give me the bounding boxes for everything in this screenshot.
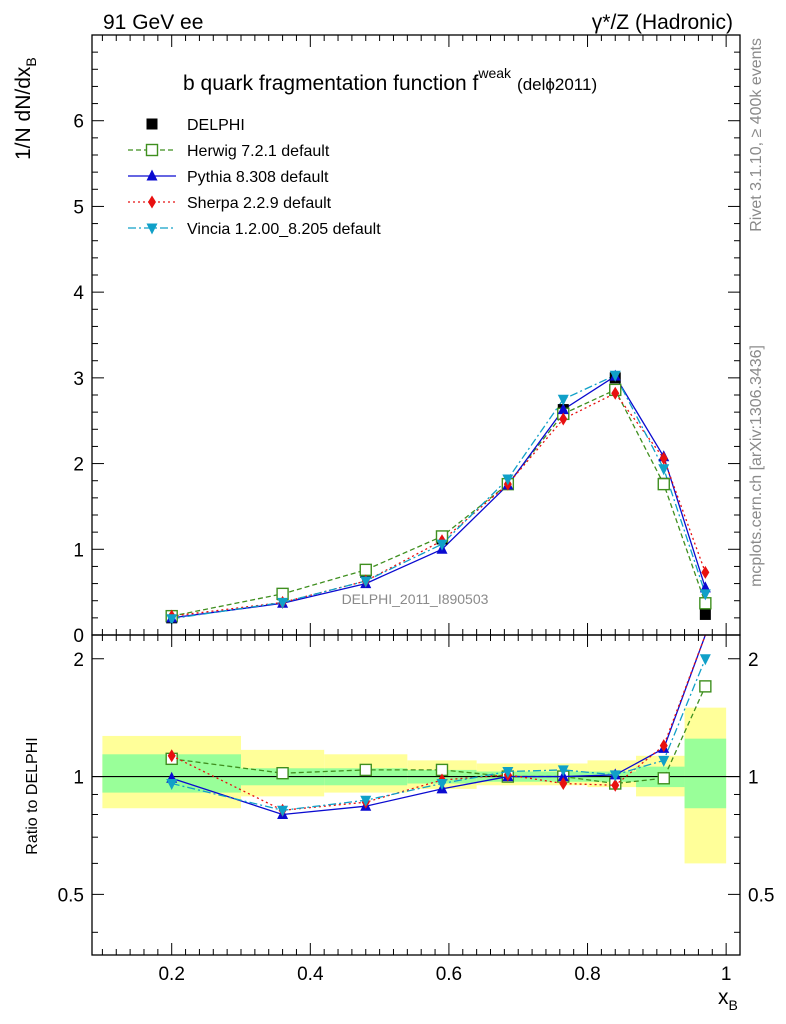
ratio-point-vincia-1-2-00-8-205-default xyxy=(699,654,711,666)
series-line-sherpa-2-2-9-default xyxy=(171,392,706,617)
y-tick-label-ratio-right: 2 xyxy=(748,650,759,671)
series-point-pythia-8-308-default xyxy=(557,403,569,415)
analysis-watermark: DELPHI_2011_I890503 xyxy=(342,591,489,607)
y-tick-label-main: 1 xyxy=(73,540,84,561)
chart-title-superscript: weak xyxy=(477,65,512,81)
data-point-delphi xyxy=(699,608,711,620)
ratio-point-vincia-1-2-00-8-205-default xyxy=(557,765,569,777)
legend-label-sherpa-2-2-9-default: Sherpa 2.2.9 default xyxy=(187,195,332,212)
x-axis-label: xB xyxy=(718,986,738,1013)
header-right-label: γ*/Z (Hadronic) xyxy=(592,11,733,34)
ratio-point-herwig-7-2-1-default xyxy=(699,680,712,693)
legend-marker-pythia-8-308-default xyxy=(146,169,158,181)
series-point-vincia-1-2-00-8-205-default xyxy=(502,474,514,486)
series-point-sherpa-2-2-9-default xyxy=(611,386,620,400)
ratio-point-sherpa-2-2-9-default xyxy=(659,739,668,753)
ratio-point-vincia-1-2-00-8-205-default xyxy=(166,779,178,791)
legend-marker-sherpa-2-2-9-default xyxy=(148,195,156,209)
legend-label-delphi: DELPHI xyxy=(187,117,245,134)
chart-title: b quark fragmentation function fweak (del… xyxy=(183,65,597,95)
series-point-herwig-7-2-1-default xyxy=(359,563,372,577)
series-point-sherpa-2-2-9-default xyxy=(659,451,668,465)
series-line-pythia-8-308-default xyxy=(171,375,706,619)
legend-label-pythia-8-308-default: Pythia 8.308 default xyxy=(187,169,329,186)
main-y-axis-label-subscript: B xyxy=(23,57,39,66)
ratio-point-sherpa-2-2-9-default xyxy=(611,778,620,792)
x-tick-label: 1 xyxy=(721,964,732,985)
series-point-herwig-7-2-1-default xyxy=(657,477,670,491)
ratio-band-group xyxy=(92,707,740,864)
ratio-point-sherpa-2-2-9-default xyxy=(559,777,568,791)
series-point-vincia-1-2-00-8-205-default xyxy=(609,370,621,382)
legend-label-herwig-7-2-1-default: Herwig 7.2.1 default xyxy=(187,143,330,160)
y-tick-label-ratio: 1 xyxy=(73,768,84,789)
rivet-version-text: Rivet 3.1.10, ≥ 400k events xyxy=(748,38,765,232)
series-point-vincia-1-2-00-8-205-default xyxy=(557,394,569,406)
ratio-y-axis-label: Ratio to DELPHI xyxy=(24,737,41,854)
series-line-herwig-7-2-1-default xyxy=(171,389,706,617)
ratio-line-sherpa-2-2-9-default xyxy=(171,635,706,811)
ratio-point-herwig-7-2-1-default xyxy=(657,772,670,785)
ratio-point-vincia-1-2-00-8-205-default xyxy=(658,755,670,767)
legend-marker-vincia-1-2-00-8-205-default xyxy=(146,223,158,235)
y-tick-label-ratio-right: 1 xyxy=(748,768,759,789)
y-tick-label-main: 4 xyxy=(73,283,84,304)
ratio-point-vincia-1-2-00-8-205-default xyxy=(609,770,621,782)
ratio-point-vincia-1-2-00-8-205-default xyxy=(277,805,289,817)
chart-title-suffix: (delϕ2011) xyxy=(517,75,597,94)
series-point-sherpa-2-2-9-default xyxy=(701,565,710,579)
ratio-point-vincia-1-2-00-8-205-default xyxy=(360,795,372,807)
series-point-vincia-1-2-00-8-205-default xyxy=(658,464,670,476)
series-point-sherpa-2-2-9-default xyxy=(559,412,568,426)
x-tick-label: 0.6 xyxy=(436,964,462,985)
series-point-vincia-1-2-00-8-205-default xyxy=(277,597,289,609)
x-axis-label-subscript: B xyxy=(729,997,738,1013)
legend-marker-herwig-7-2-1-default xyxy=(145,143,159,157)
ratio-point-sherpa-2-2-9-default xyxy=(167,749,176,763)
ratio-panel: 0.2 0.4 0.6 0.8 1 0.5 0.5 1 1 2 2 xyxy=(58,634,774,985)
x-tick-label: 0.2 xyxy=(158,964,184,985)
main-panel: 0 1 2 3 4 5 6 DELPHI_2011_I890503 xyxy=(73,34,741,647)
y-tick-label-main: 2 xyxy=(73,455,84,476)
ratio-band-inner xyxy=(684,738,727,809)
chart-title-main: b quark fragmentation function f xyxy=(183,72,479,95)
series-point-vincia-1-2-00-8-205-default xyxy=(699,589,711,601)
ratio-point-herwig-7-2-1-default xyxy=(359,763,372,777)
legend-label-vincia-1-2-00-8-205-default: Vincia 1.2.00_8.205 default xyxy=(187,221,381,238)
series-point-vincia-1-2-00-8-205-default xyxy=(166,614,178,626)
ratio-point-herwig-7-2-1-default xyxy=(276,767,289,780)
legend-marker-delphi xyxy=(146,118,158,130)
mcplots-reference-text: mcplots.cern.ch [arXiv:1306.3436] xyxy=(748,345,765,587)
y-tick-label-main: 5 xyxy=(73,197,84,218)
series-line-vincia-1-2-00-8-205-default xyxy=(171,374,706,620)
main-y-axis-label-text: 1/N dN/dx xyxy=(12,66,35,160)
y-tick-label-ratio-right: 0.5 xyxy=(748,885,774,906)
y-tick-label-main: 0 xyxy=(73,626,84,647)
series-point-vincia-1-2-00-8-205-default xyxy=(360,576,372,588)
y-tick-label-ratio: 0.5 xyxy=(58,885,84,906)
x-axis-label-text: x xyxy=(718,986,729,1009)
y-tick-label-main: 6 xyxy=(73,112,84,133)
ratio-point-vincia-1-2-00-8-205-default xyxy=(436,779,448,791)
ratio-plot-frame xyxy=(91,634,741,956)
x-tick-label: 0.8 xyxy=(574,964,600,985)
series-point-vincia-1-2-00-8-205-default xyxy=(436,539,448,551)
y-tick-label-main: 3 xyxy=(73,369,84,390)
main-data-group xyxy=(165,369,712,626)
ratio-point-vincia-1-2-00-8-205-default xyxy=(502,767,514,779)
y-tick-label-ratio: 2 xyxy=(73,650,84,671)
header-left-label: 91 GeV ee xyxy=(103,11,203,34)
legend: DELPHI Herwig 7.2.1 default Pythia 8.308 d… xyxy=(128,117,381,238)
x-tick-label: 0.4 xyxy=(297,964,324,985)
main-y-axis-label: 1/N dN/dxB xyxy=(12,57,39,160)
ratio-data-group xyxy=(165,635,712,819)
